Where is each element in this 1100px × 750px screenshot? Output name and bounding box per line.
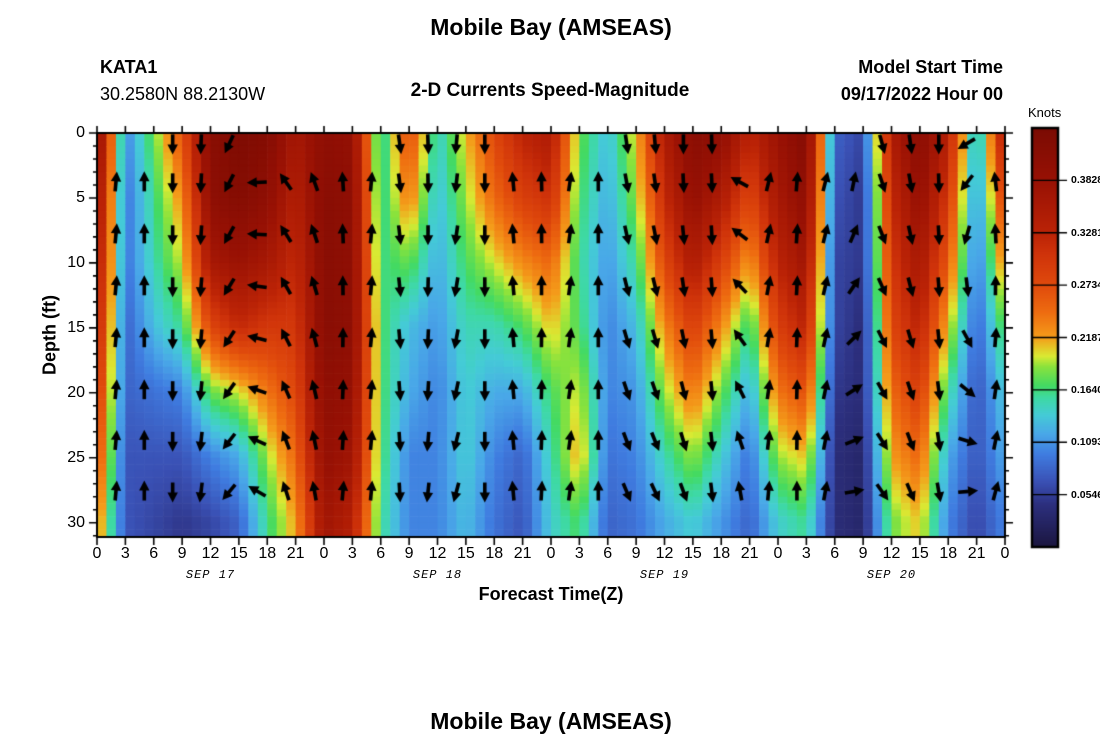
x-tick-label: 15 [910,545,929,562]
colorbar-tick-label: 0.05468 [1071,488,1100,501]
x-tick-label: 21 [967,545,986,562]
x-tick-label: 0 [1000,545,1010,562]
x-tick-label: 12 [882,545,901,562]
x-tick-label: 18 [258,545,277,562]
x-tick-label: 0 [92,545,102,562]
x-tick-label: 15 [683,545,702,562]
x-tick-label: 0 [319,545,329,562]
x-tick-label: 0 [773,545,783,562]
x-tick-label: 18 [939,545,958,562]
y-tick-label: 15 [67,318,85,336]
date-label: SEP 19 [639,568,690,582]
x-tick-label: 15 [229,545,248,562]
x-tick-label: 3 [801,545,811,562]
x-tick-label: 21 [513,545,532,562]
x-tick-label: 12 [655,545,674,562]
x-tick-label: 12 [201,545,220,562]
x-tick-label: 18 [712,545,731,562]
date-label: SEP 18 [412,568,463,582]
y-tick-label: 20 [67,383,85,401]
x-tick-label: 6 [149,545,159,562]
x-tick-label: 21 [740,545,759,562]
x-tick-label: 15 [456,545,475,562]
x-tick-label: 3 [120,545,130,562]
x-tick-label: 9 [404,545,414,562]
colorbar-tick-label: 0.27343 [1071,279,1100,292]
colorbar-tick-label: 0.10937 [1071,436,1100,449]
x-tick-label: 18 [485,545,504,562]
x-tick-label: 3 [574,545,584,562]
x-tick-label: 12 [428,545,447,562]
y-tick-label: 25 [67,448,85,466]
x-tick-label: 3 [347,545,357,562]
y-tick-label: 10 [67,253,85,271]
x-tick-label: 6 [830,545,840,562]
colorbar-tick-label: 0.38281 [1071,174,1100,187]
date-label: SEP 17 [185,568,236,582]
x-tick-label: 0 [546,545,556,562]
date-label: SEP 20 [866,568,917,582]
y-tick-label: 30 [67,513,85,531]
colorbar-tick-label: 0.32812 [1071,226,1100,239]
colorbar-tick-label: 0.16406 [1071,383,1100,396]
x-tick-label: 21 [286,545,305,562]
x-tick-label: 9 [177,545,187,562]
x-tick-label: 9 [858,545,868,562]
y-tick-label: 0 [76,124,85,141]
x-tick-label: 6 [376,545,386,562]
x-tick-label: 9 [631,545,641,562]
colorbar-tick-label: 0.21875 [1071,331,1100,344]
y-tick-label: 5 [76,188,85,206]
x-tick-label: 6 [603,545,613,562]
